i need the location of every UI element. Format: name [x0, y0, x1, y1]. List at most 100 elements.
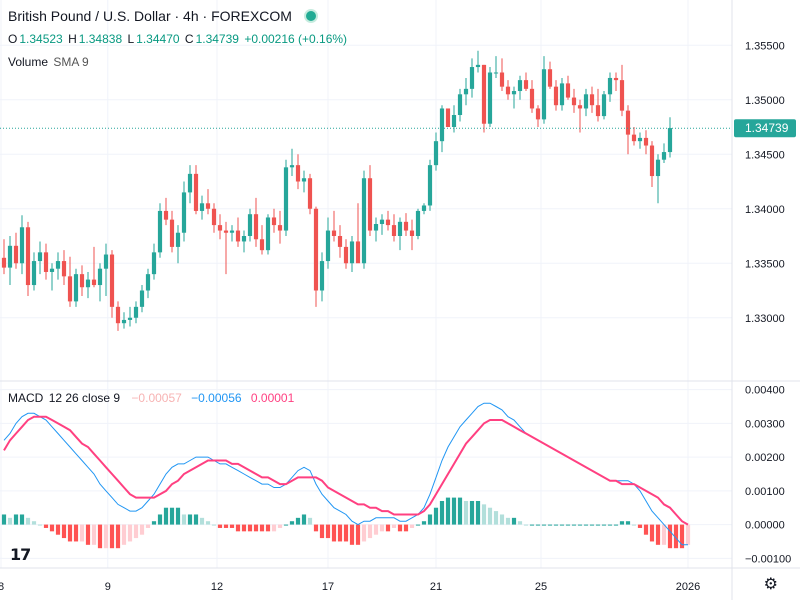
macd-histogram-bar — [319, 524, 325, 539]
macd-histogram-bar — [43, 524, 49, 528]
candle-body — [211, 208, 217, 226]
h-value: 1.34838 — [78, 32, 123, 46]
candle-body — [139, 290, 145, 307]
macd-histogram-bar — [427, 514, 433, 525]
candle-body — [481, 64, 487, 124]
candle-body — [235, 230, 241, 242]
candle-body — [61, 261, 67, 277]
candle-body — [361, 178, 367, 264]
macd-histogram-bar — [169, 507, 175, 525]
candle-body — [613, 77, 619, 81]
tradingview-logo-icon[interactable]: 17 — [10, 545, 31, 564]
candle-body — [427, 165, 433, 206]
candle-body — [445, 108, 451, 127]
candle-body — [433, 141, 439, 166]
macd-histogram-bar — [343, 524, 349, 542]
macd-histogram-bar — [403, 524, 409, 532]
volume-sma: SMA 9 — [53, 55, 89, 69]
macd-histogram-bar — [211, 524, 217, 526]
candle-body — [289, 165, 295, 168]
candle-body — [73, 274, 79, 302]
candle-body — [493, 72, 499, 74]
macd-histogram-bar — [349, 524, 355, 545]
macd-histogram-bar — [553, 524, 559, 526]
macd-tick-label: 0.00400 — [745, 385, 785, 397]
macd-histogram-bar — [127, 524, 133, 542]
macd-histogram-bar — [241, 524, 247, 532]
symbol-legend[interactable]: British Pound / U.S. Dollar · 4h · FOREX… — [8, 8, 320, 24]
macd-legend[interactable]: MACD 12 26 close 9 −0.00057 −0.00056 0.0… — [8, 391, 296, 405]
macd-histogram-bar — [571, 524, 577, 526]
candle-body — [145, 274, 151, 291]
price-tick-label: 1.33500 — [745, 258, 785, 270]
l-value: 1.34470 — [136, 32, 180, 46]
macd-histogram-bar — [139, 524, 145, 535]
macd-histogram-bar — [229, 524, 235, 528]
candle-body — [319, 261, 325, 291]
macd-histogram-bar — [7, 517, 13, 525]
macd-histogram-bar — [607, 524, 613, 526]
macd-histogram-bar — [67, 524, 73, 542]
candle-body — [283, 167, 289, 231]
candle-body — [253, 214, 259, 240]
candle-body — [523, 80, 529, 89]
macd-histogram-bar — [151, 521, 157, 525]
macd-line — [3, 402, 688, 546]
candle-body — [655, 159, 661, 177]
macd-histogram-bar — [49, 524, 55, 532]
macd-histogram-bar — [481, 504, 487, 525]
candle-body — [619, 80, 625, 111]
candle-body — [577, 105, 583, 109]
macd-hist-value: −0.00057 — [131, 391, 182, 405]
candle-body — [343, 246, 349, 264]
candle-body — [607, 77, 613, 95]
candle-body — [415, 210, 421, 236]
macd-histogram-bar — [517, 521, 523, 525]
macd-histogram-bar — [295, 517, 301, 525]
last-price-label: 1.34739 — [745, 121, 789, 135]
candle-body — [529, 88, 535, 109]
settings-gear-icon[interactable]: ⚙ — [763, 576, 778, 593]
candle-body — [457, 94, 463, 116]
candle-body — [637, 137, 643, 142]
candle-body — [163, 210, 169, 220]
candle-body — [643, 137, 649, 146]
candle-body — [157, 210, 163, 253]
macd-histogram-bar — [613, 524, 619, 526]
candle-body — [217, 225, 223, 231]
candle-body — [115, 306, 121, 324]
macd-value: −0.00056 — [191, 391, 242, 405]
candle-body — [535, 108, 541, 120]
o-label: O — [8, 32, 18, 46]
candle-body — [85, 279, 91, 288]
macd-histogram-bar — [433, 507, 439, 525]
candle-body — [421, 205, 427, 211]
candle-body — [571, 97, 577, 106]
candle-body — [499, 72, 505, 87]
macd-histogram-bar — [217, 524, 223, 528]
macd-histogram-bar — [61, 524, 67, 539]
candle-body — [385, 219, 391, 226]
candle-body — [181, 192, 187, 233]
candle-body — [229, 230, 235, 233]
candle-body — [79, 274, 85, 288]
macd-histogram-bar — [259, 524, 265, 532]
candle-body — [265, 217, 271, 251]
time-tick-label: 12 — [211, 581, 223, 593]
candle-body — [511, 91, 517, 95]
macd-histogram-bar — [283, 524, 289, 526]
candle-body — [355, 241, 361, 264]
macd-histogram-bar — [121, 524, 127, 545]
candle-body — [517, 80, 523, 92]
volume-legend[interactable]: Volume SMA 9 — [8, 55, 91, 69]
candle-body — [601, 94, 607, 117]
macd-histogram-bar — [307, 517, 313, 525]
macd-histogram-bar — [235, 524, 241, 532]
macd-histogram-bar — [367, 524, 373, 539]
macd-histogram-bar — [385, 524, 391, 532]
candle-body — [169, 219, 175, 247]
c-label: C — [184, 32, 194, 46]
candle-body — [307, 178, 313, 209]
symbol-title: British Pound / U.S. Dollar · 4h · FOREX… — [8, 8, 292, 24]
